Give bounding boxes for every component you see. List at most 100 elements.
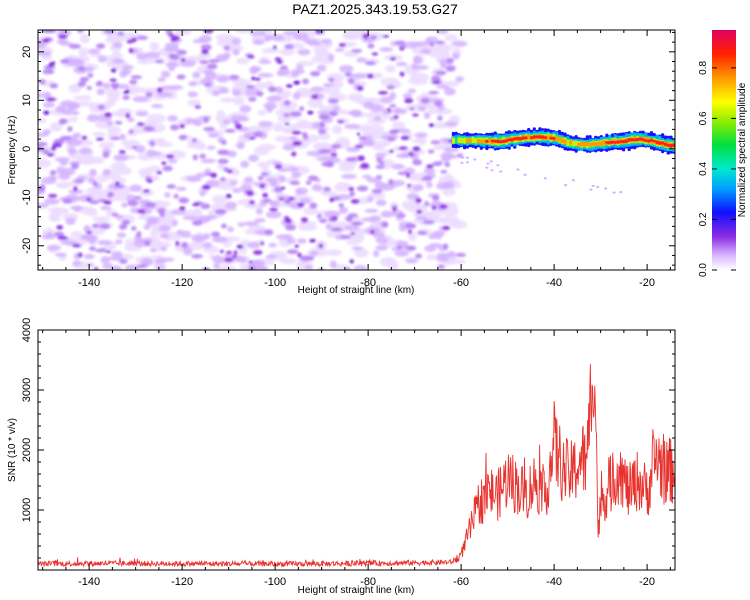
noise-blob bbox=[284, 44, 294, 50]
noise-blob bbox=[273, 45, 277, 50]
noise-blob bbox=[295, 64, 304, 70]
noise-blob bbox=[275, 252, 285, 261]
noise-blob bbox=[416, 216, 428, 221]
signal-scatter-dot bbox=[499, 170, 503, 173]
noise-blob bbox=[201, 49, 209, 55]
noise-blob bbox=[106, 120, 114, 127]
signal-band-cell bbox=[616, 140, 620, 144]
signal-scatter-dot bbox=[465, 156, 469, 159]
noise-blob bbox=[423, 167, 436, 175]
noise-blob bbox=[345, 157, 352, 162]
noise-blob bbox=[434, 100, 443, 107]
snr-x-tick-label: -20 bbox=[639, 576, 655, 588]
noise-blob bbox=[236, 57, 250, 65]
noise-blob bbox=[331, 216, 338, 220]
noise-blob bbox=[187, 91, 199, 98]
noise-blob bbox=[144, 240, 151, 247]
noise-blob bbox=[432, 194, 440, 201]
noise-blob bbox=[329, 197, 335, 203]
noise-blob bbox=[173, 193, 179, 199]
noise-blob bbox=[293, 193, 302, 202]
noise-blob bbox=[429, 41, 435, 47]
noise-blob bbox=[89, 168, 97, 177]
noise-blob bbox=[168, 53, 177, 58]
noise-blob bbox=[217, 149, 230, 156]
noise-blob bbox=[55, 181, 72, 189]
noise-blob bbox=[289, 180, 301, 186]
noise-blob bbox=[349, 191, 355, 197]
noise-blob bbox=[399, 47, 405, 51]
noise-blob bbox=[118, 223, 128, 230]
noise-blob bbox=[76, 175, 87, 181]
noise-blob bbox=[114, 184, 126, 189]
noise-blob bbox=[38, 40, 46, 49]
noise-blob bbox=[249, 30, 261, 37]
signal-band-cell bbox=[549, 136, 553, 140]
noise-blob bbox=[362, 37, 375, 43]
noise-blob bbox=[42, 149, 49, 155]
noise-blob bbox=[311, 184, 322, 192]
noise-blob bbox=[367, 196, 374, 203]
noise-blob bbox=[318, 148, 331, 154]
noise-blob bbox=[336, 136, 350, 147]
noise-blob bbox=[87, 114, 99, 123]
signal-band-cell bbox=[585, 142, 589, 147]
noise-blob bbox=[269, 207, 279, 212]
signal-band-cell bbox=[454, 137, 458, 144]
noise-blob bbox=[144, 202, 156, 208]
noise-blob bbox=[382, 35, 389, 38]
noise-blob bbox=[331, 80, 344, 89]
noise-blob bbox=[258, 120, 274, 127]
noise-blob bbox=[331, 143, 342, 149]
noise-blob bbox=[437, 264, 445, 269]
signal-scatter-dot bbox=[490, 169, 494, 172]
noise-blob bbox=[155, 59, 165, 64]
noise-blob bbox=[143, 125, 155, 132]
signal-band-cell bbox=[672, 143, 675, 148]
noise-blob bbox=[282, 143, 295, 151]
noise-blob bbox=[366, 73, 374, 79]
noise-blob bbox=[372, 141, 386, 151]
noise-blob bbox=[235, 30, 252, 34]
noise-blob bbox=[165, 30, 173, 35]
noise-blob bbox=[237, 222, 246, 227]
chart-title: PAZ1.2025.343.19.53.G27 bbox=[292, 1, 458, 17]
noise-blob bbox=[426, 180, 433, 189]
signal-band-cell bbox=[591, 141, 595, 147]
noise-blob bbox=[244, 176, 254, 183]
noise-blob bbox=[360, 162, 369, 169]
noise-blob bbox=[232, 49, 240, 56]
noise-blob bbox=[274, 57, 282, 62]
noise-blob bbox=[341, 173, 357, 180]
noise-blob bbox=[329, 110, 339, 117]
snr-plot-area bbox=[38, 330, 675, 570]
noise-blob bbox=[380, 210, 394, 218]
noise-blob bbox=[179, 206, 186, 211]
noise-blob bbox=[73, 179, 85, 184]
noise-blob bbox=[273, 186, 284, 193]
noise-blob bbox=[367, 43, 375, 49]
signal-band-cell bbox=[635, 137, 640, 142]
noise-blob bbox=[442, 187, 456, 197]
noise-blob bbox=[420, 97, 430, 104]
signal-band-cell bbox=[479, 139, 483, 144]
noise-blob bbox=[240, 184, 253, 192]
noise-blob bbox=[144, 51, 161, 58]
snr-y-tick-label: 4000 bbox=[21, 318, 33, 342]
noise-blob bbox=[73, 185, 78, 192]
noise-blob bbox=[249, 65, 262, 73]
signal-band-cell bbox=[582, 141, 587, 147]
noise-blob bbox=[38, 142, 48, 146]
noise-blob bbox=[274, 135, 290, 143]
noise-blob bbox=[160, 70, 171, 78]
noise-blob bbox=[43, 64, 56, 70]
signal-band-cell bbox=[499, 140, 503, 144]
noise-blob bbox=[208, 59, 220, 63]
noise-blob bbox=[181, 230, 191, 239]
noise-blob bbox=[420, 48, 432, 55]
noise-blob bbox=[236, 256, 248, 263]
noise-blob bbox=[391, 163, 405, 170]
noise-blob bbox=[349, 259, 354, 264]
noise-blob bbox=[375, 237, 389, 244]
